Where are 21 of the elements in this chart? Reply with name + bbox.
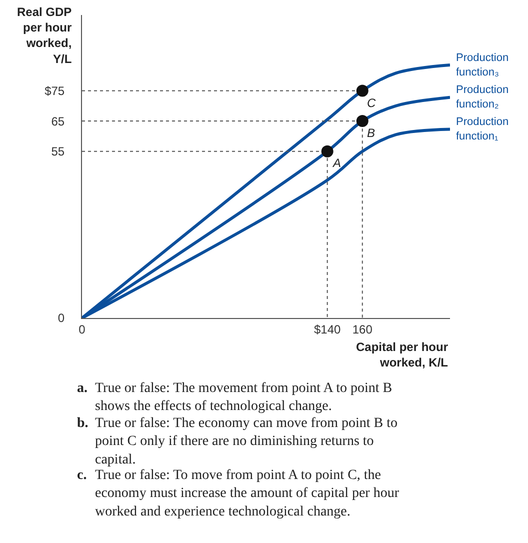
x-tick-label: 160 [352, 322, 373, 336]
text: b. True or false: The economy can move from point B to point C only if there are no diminishing returns to capital. [77, 416, 398, 468]
series-label: Production function₁ [456, 116, 509, 142]
data-label: B [367, 126, 376, 140]
y-tick-label: 55 [51, 144, 65, 159]
series-label: Production function₂ [456, 84, 509, 110]
y-tick-label: $75 [44, 84, 65, 98]
data-label: C [367, 96, 376, 110]
text: c. True or false: To move from point A to point C, the economy must increase the amount of capital per hour worked and experience technological change. [77, 468, 400, 520]
x-tick-label: $140 [314, 322, 341, 336]
point [321, 145, 334, 158]
y-axis-title: Real GDP per hour worked, Y/L [17, 5, 72, 66]
series-label: Production function₃ [456, 52, 509, 78]
point [356, 84, 368, 97]
point [356, 115, 368, 128]
y-tick-label: 65 [51, 114, 65, 128]
data-label: A [332, 156, 342, 170]
x-axis-title: Capital per hour worked, K/L [356, 340, 448, 370]
x-tick-label: 0 [78, 322, 86, 336]
text: a. True or false: The movement from point A to point B shows the effects of technological change. [77, 381, 392, 414]
y-tick-label: 0 [58, 311, 65, 326]
